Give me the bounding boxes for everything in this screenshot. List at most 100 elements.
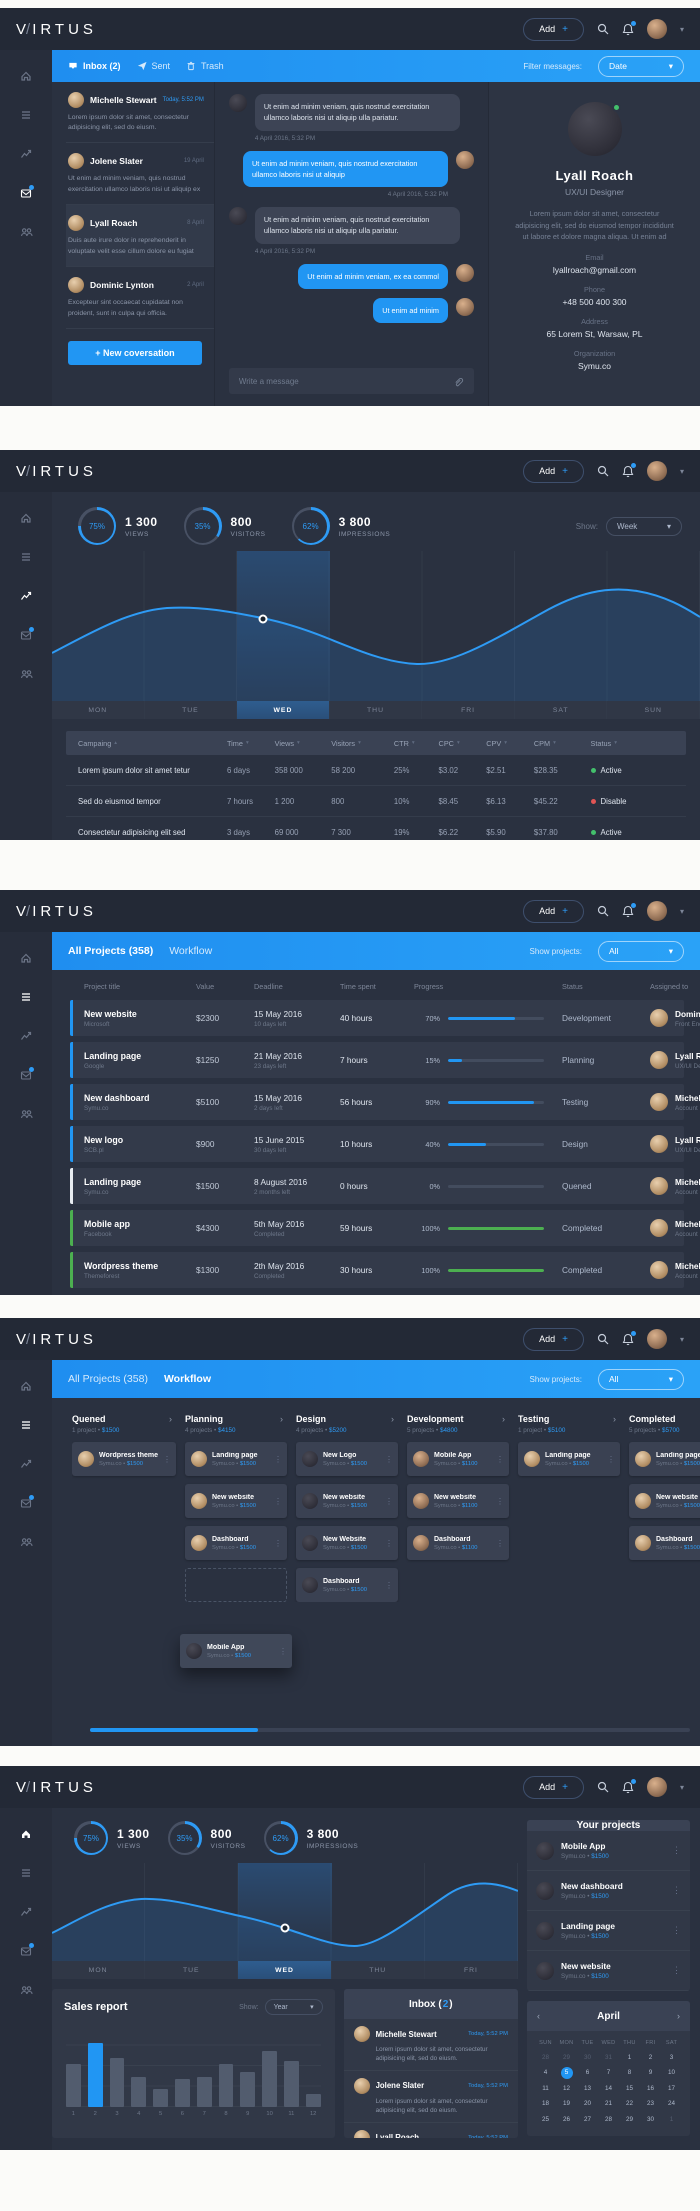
new-conversation-button[interactable]: + New coversation	[68, 340, 202, 365]
card-menu-dots-icon[interactable]: ⋮	[385, 1454, 393, 1464]
item-menu-dots-icon[interactable]: ⋮	[672, 1845, 681, 1855]
card-menu-dots-icon[interactable]: ⋮	[496, 1496, 504, 1506]
calendar-date-cell[interactable]: 27	[583, 2115, 591, 2123]
period-select[interactable]: Week ▾	[606, 516, 682, 536]
kanban-card[interactable]: New Website Symu.co • $1500 ⋮	[296, 1526, 398, 1560]
weekday-cell[interactable]: THU	[330, 701, 423, 719]
calendar-date-cell[interactable]: 17	[667, 2084, 675, 2092]
column-header[interactable]: Campaing ▴	[78, 738, 118, 748]
bar[interactable]	[174, 2079, 190, 2107]
calendar-date-cell[interactable]: 2	[648, 2053, 653, 2061]
calendar-date-cell[interactable]: 13	[583, 2084, 591, 2092]
user-avatar[interactable]	[646, 1777, 667, 1797]
tab-inbox[interactable]: Inbox (2)	[68, 61, 121, 71]
sidebar-home-icon[interactable]	[20, 512, 32, 524]
sidebar-stats-icon[interactable]	[20, 590, 32, 602]
card-menu-dots-icon[interactable]: ⋮	[279, 1646, 287, 1656]
calendar-date-cell[interactable]: 1	[627, 2053, 632, 2061]
search-icon[interactable]	[597, 1781, 609, 1793]
sidebar-messages-icon[interactable]	[20, 1495, 34, 1509]
sidebar-home-icon[interactable]	[20, 1828, 32, 1840]
weekday-cell[interactable]: FRI	[425, 1961, 519, 1979]
card-menu-dots-icon[interactable]: ⋮	[274, 1538, 282, 1548]
calendar-date-cell[interactable]: 20	[583, 2100, 591, 2107]
calendar-date-cell[interactable]: 30	[646, 2115, 654, 2123]
weekday-cell[interactable]: MON	[52, 1961, 146, 1979]
period-select[interactable]: Year ▾	[264, 1999, 323, 2015]
calendar-date-cell[interactable]: 14	[604, 2084, 612, 2092]
tab-sent[interactable]: Sent	[137, 61, 170, 71]
card-menu-dots-icon[interactable]: ⋮	[163, 1454, 171, 1464]
sidebar-contacts-icon[interactable]	[20, 226, 33, 238]
card-menu-dots-icon[interactable]: ⋮	[274, 1454, 282, 1464]
bar[interactable]	[240, 2071, 256, 2107]
project-row[interactable]: Landing page Google $1250 21 May 2016 23 d…	[70, 1042, 700, 1078]
project-row[interactable]: New dashboard Symu.co $5100 15 May 2016 2 …	[70, 1084, 700, 1120]
user-avatar[interactable]	[646, 1329, 667, 1349]
calendar-date-cell[interactable]: 4	[543, 2069, 548, 2076]
bar[interactable]	[262, 2051, 277, 2107]
sidebar-menu-icon[interactable]	[20, 991, 32, 1003]
conversation-item[interactable]: Dominic Lynton 2 April Excepteur sint occ…	[66, 267, 214, 329]
column-header[interactable]: Time ▾	[227, 738, 249, 748]
calendar-date-cell[interactable]: 23	[646, 2100, 654, 2107]
calendar-date-cell[interactable]: 25	[541, 2115, 549, 2123]
sidebar-stats-icon[interactable]	[20, 1458, 32, 1470]
kanban-card[interactable]: Dashboard Symu.co • $1100 ⋮	[407, 1526, 509, 1560]
add-button[interactable]: Add +	[523, 1775, 584, 1799]
calendar-date-cell[interactable]: 11	[542, 2084, 549, 2092]
search-icon[interactable]	[597, 23, 609, 35]
project-list-item[interactable]: New website Symu.co • $1500 ⋮	[527, 1951, 690, 1991]
project-row[interactable]: New logo SCB.pl $900 15 June 2015 30 days …	[70, 1126, 700, 1162]
horizontal-scrollbar[interactable]	[90, 1728, 690, 1732]
column-header[interactable]: Views ▾	[274, 738, 300, 748]
sidebar-contacts-icon[interactable]	[20, 1984, 33, 1996]
sidebar-stats-icon[interactable]	[20, 1030, 32, 1042]
sidebar-home-icon[interactable]	[20, 952, 32, 964]
card-menu-dots-icon[interactable]: ⋮	[385, 1580, 393, 1590]
column-header[interactable]: CPM ▾	[533, 738, 556, 748]
chevron-down-icon[interactable]: ▾	[679, 906, 684, 916]
add-button[interactable]: Add +	[523, 1327, 584, 1351]
table-row[interactable]: Sed do eiusmod tempor 7 hours 1 200 800 …	[66, 786, 686, 817]
calendar-date-cell[interactable]: 19	[562, 2100, 570, 2107]
calendar-date-cell[interactable]: 21	[604, 2100, 612, 2107]
chevron-down-icon[interactable]: ▾	[679, 1782, 684, 1792]
notifications-bell-icon[interactable]	[622, 1778, 636, 1794]
bar[interactable]	[153, 2088, 168, 2107]
sidebar-home-icon[interactable]	[20, 70, 32, 82]
user-avatar[interactable]	[646, 461, 667, 481]
calendar-date-cell[interactable]: 29	[625, 2115, 633, 2123]
sidebar-contacts-icon[interactable]	[20, 1536, 33, 1548]
card-menu-dots-icon[interactable]: ⋮	[496, 1538, 504, 1548]
item-menu-dots-icon[interactable]: ⋮	[672, 1885, 681, 1895]
calendar-date-cell[interactable]: 10	[667, 2069, 675, 2076]
calendar-date-cell[interactable]: 3	[669, 2053, 674, 2061]
calendar-date-cell[interactable]: 5	[560, 2067, 573, 2079]
weekday-cell[interactable]: FRI	[422, 701, 515, 719]
table-row[interactable]: Lorem ipsum dolor sit amet tetur 6 days …	[66, 755, 686, 786]
calendar-prev-icon[interactable]: ‹	[537, 2011, 540, 2021]
tab-all-projects[interactable]: All Projects (358)	[68, 945, 154, 957]
dragged-kanban-card[interactable]: Mobile App Symu.co • $1500 ⋮	[180, 1634, 292, 1668]
column-header[interactable]: Status ▾	[590, 738, 617, 748]
weekday-cell[interactable]: MON	[52, 701, 145, 719]
project-list-item[interactable]: New dashboard Symu.co • $1500 ⋮	[527, 1871, 690, 1911]
tab-trash[interactable]: Trash	[186, 61, 224, 71]
calendar-date-cell[interactable]: 26	[562, 2115, 570, 2123]
attachment-paperclip-icon[interactable]	[453, 376, 464, 387]
weekday-cell[interactable]: THU	[332, 1961, 425, 1979]
calendar-date-cell[interactable]: 7	[606, 2069, 611, 2076]
notifications-bell-icon[interactable]	[622, 462, 636, 478]
sidebar-messages-icon[interactable]	[20, 1067, 34, 1081]
column-header[interactable]: CTR ▾	[393, 738, 415, 748]
search-icon[interactable]	[597, 465, 609, 477]
add-button[interactable]: Add +	[523, 459, 584, 483]
